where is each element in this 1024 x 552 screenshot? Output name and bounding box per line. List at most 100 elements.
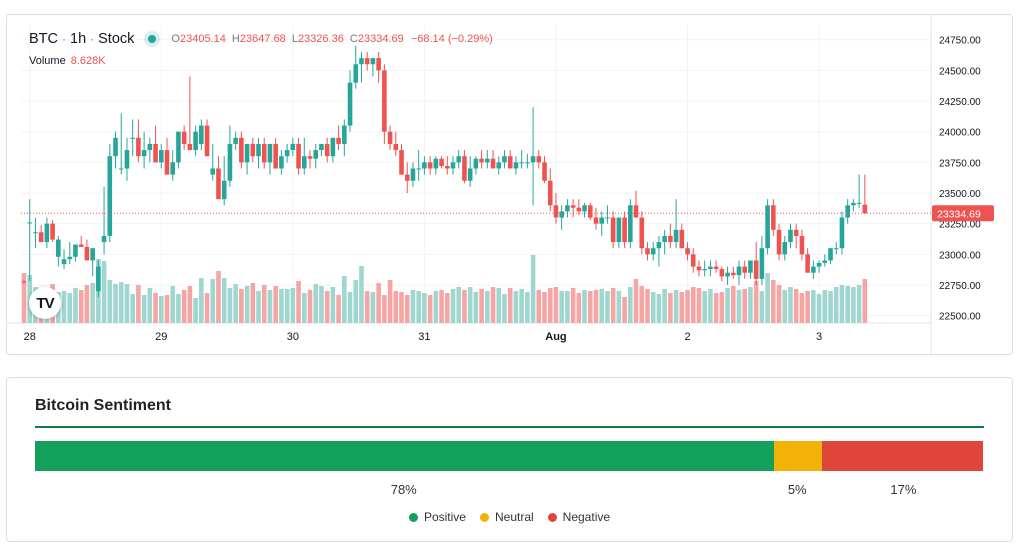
volume-bar <box>290 288 296 323</box>
candle-body <box>828 248 833 261</box>
legend-positive[interactable]: Positive <box>408 510 466 524</box>
volume-bar <box>845 286 850 323</box>
symbol-label[interactable]: BTC <box>29 31 58 47</box>
candle-body <box>107 156 113 236</box>
sentiment-legend: Positive Neutral Negative <box>7 510 1012 524</box>
volume-bar <box>862 279 868 323</box>
volume-bar <box>404 295 410 323</box>
volume-bar <box>439 290 444 323</box>
price-change: −68.14 (−0.29%) <box>410 33 493 45</box>
volume-bar <box>730 286 736 323</box>
candle-body <box>793 229 799 236</box>
candle-body <box>427 162 433 169</box>
tradingview-logo-icon[interactable]: TV <box>29 287 61 319</box>
candle-body <box>204 125 210 157</box>
candle-body <box>347 82 353 126</box>
candle-body <box>616 217 622 243</box>
volume-bar <box>587 291 593 323</box>
candle-body <box>221 180 227 200</box>
candle-body <box>73 244 78 257</box>
candle-body <box>387 131 393 144</box>
candlestick-chart[interactable]: 22500.00 22750.00 23000.00 23250.00 23500.00… <box>7 15 1012 354</box>
volume-bar <box>124 284 130 323</box>
volume-bar <box>690 287 696 323</box>
candle-body <box>319 143 324 151</box>
candle-body <box>96 266 101 292</box>
candle-body <box>502 156 507 163</box>
candle-body <box>216 168 221 200</box>
volume-bar <box>342 276 347 323</box>
volume-bar <box>141 295 147 323</box>
candle-body <box>147 143 153 151</box>
volume-bar <box>685 290 690 323</box>
candle-body <box>570 205 576 208</box>
volume-bar <box>742 289 748 323</box>
candle-body <box>490 158 496 169</box>
negative-segment[interactable] <box>821 441 983 471</box>
volume-bar <box>759 291 765 323</box>
candle-body <box>187 143 193 151</box>
volume-bar <box>307 290 313 323</box>
legend-neutral[interactable]: Neutral <box>479 510 534 524</box>
candle-body <box>593 217 599 224</box>
candle-body <box>284 150 290 157</box>
volume-bar <box>158 296 164 323</box>
volume-bar <box>279 289 284 323</box>
volume-bar <box>284 289 290 323</box>
volume-bar <box>147 288 153 323</box>
candle-body <box>656 242 662 249</box>
candle-body <box>587 205 593 218</box>
volume-bar <box>336 295 341 323</box>
volume-bar <box>118 282 124 323</box>
candle-body <box>542 162 547 181</box>
candle-body <box>101 235 107 243</box>
neutral-segment[interactable] <box>774 441 822 471</box>
chart-legend-header: BTC · 1h · Stock O23405.14 H23647.68 L23… <box>29 31 493 47</box>
candle-body <box>210 168 216 175</box>
volume-bar <box>324 291 330 323</box>
candle-body <box>673 229 679 243</box>
candle-body <box>473 158 479 169</box>
volume-bar <box>519 289 524 323</box>
volume-bar <box>376 283 381 323</box>
volume-bar <box>319 286 324 323</box>
candle-body <box>244 143 250 163</box>
volume-bar <box>199 278 204 323</box>
candle-body <box>622 217 627 243</box>
volume-bar <box>78 290 84 323</box>
positive-segment[interactable] <box>35 441 775 471</box>
candle-body <box>582 205 587 212</box>
candle-body <box>462 156 467 181</box>
volume-bar <box>244 286 250 323</box>
volume-bar <box>851 287 856 323</box>
y-tick-label: 23500.00 <box>939 189 981 200</box>
x-tick-label: 2 <box>684 331 690 343</box>
candle-body <box>33 232 38 234</box>
volume-bar <box>473 292 479 323</box>
candle-body <box>353 64 359 83</box>
volume-bar <box>547 288 553 323</box>
candle-body <box>370 58 376 65</box>
volume-bar <box>462 290 467 323</box>
volume-legend: Volume 8.628K <box>29 55 106 67</box>
volume-bar <box>136 285 141 323</box>
interval-label[interactable]: 1h <box>70 31 87 47</box>
volume-bar <box>576 293 582 323</box>
candle-body <box>565 205 570 212</box>
candle-body <box>250 143 256 157</box>
volume-bar <box>679 292 685 323</box>
candle-body <box>559 211 564 218</box>
volume-bar <box>107 280 113 323</box>
volume-bar <box>713 293 719 323</box>
volume-bar <box>256 291 261 323</box>
candle-body <box>862 204 868 214</box>
volume-bar <box>525 292 530 323</box>
legend-negative[interactable]: Negative <box>547 510 610 524</box>
volume-bar <box>702 291 707 323</box>
candle-body <box>708 266 713 270</box>
candle-body <box>164 150 170 175</box>
candle-body <box>199 125 204 144</box>
candle-body <box>158 150 164 163</box>
price-chart-panel[interactable]: 22500.00 22750.00 23000.00 23250.00 23500.00… <box>6 14 1013 355</box>
sentiment-bar <box>35 441 983 471</box>
